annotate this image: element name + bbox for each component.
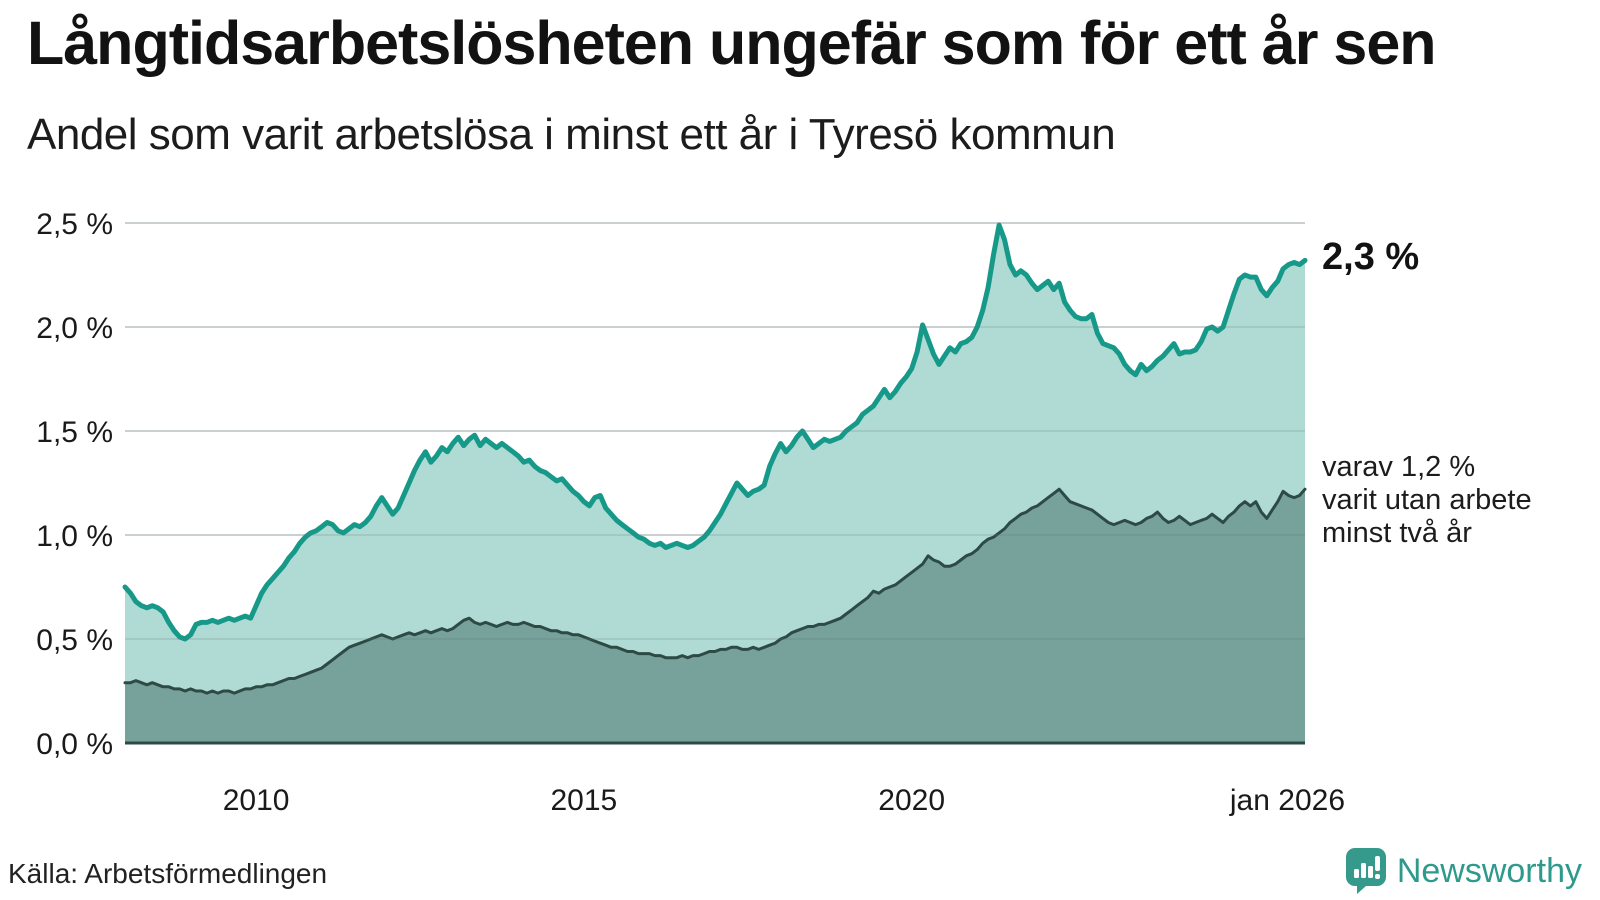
two-year-line (123, 487, 1307, 695)
y-tick-label: 2,5 % (36, 208, 113, 241)
newsworthy-brand: Newsworthy (1345, 848, 1582, 894)
bar-icon-1 (1353, 869, 1359, 878)
exclamation-bar-icon (1374, 856, 1380, 871)
two-year-area (125, 489, 1305, 743)
annotation-two-year-line: minst två år (1322, 517, 1472, 550)
exclamation-dot-icon (1374, 874, 1380, 879)
y-tick-label: 0,5 % (36, 624, 113, 657)
x-tick-label: 2020 (878, 784, 945, 817)
bar-icon-3 (1367, 866, 1373, 878)
newsworthy-logo-icon (1345, 848, 1386, 894)
chart-subtitle: Andel som varit arbetslösa i minst ett å… (27, 110, 1116, 159)
annotation-two-year-line: varav 1,2 % (1322, 451, 1476, 484)
y-tick-label: 1,5 % (36, 416, 113, 449)
x-tick-label: jan 2026 (1229, 784, 1345, 817)
newsworthy-wordmark: Newsworthy (1396, 851, 1582, 890)
x-tick-label: 2015 (551, 784, 618, 817)
annotation-two-year-line: varit utan arbete (1322, 484, 1532, 517)
x-tick-label: 2010 (223, 784, 290, 817)
y-tick-label: 2,0 % (36, 312, 113, 345)
bar-icon-2 (1360, 863, 1366, 878)
source-note: Källa: Arbetsförmedlingen (8, 858, 328, 889)
y-tick-label: 0,0 % (36, 728, 113, 761)
total-line (122, 222, 1308, 642)
y-tick-label: 1,0 % (36, 520, 113, 553)
chart-title: Långtidsarbetslösheten ungefär som för e… (27, 9, 1437, 77)
annotation-latest-total: 2,3 % (1322, 236, 1420, 279)
annotation-two-year: varav 1,2 % varit utan arbete minst två år (1322, 451, 1532, 550)
